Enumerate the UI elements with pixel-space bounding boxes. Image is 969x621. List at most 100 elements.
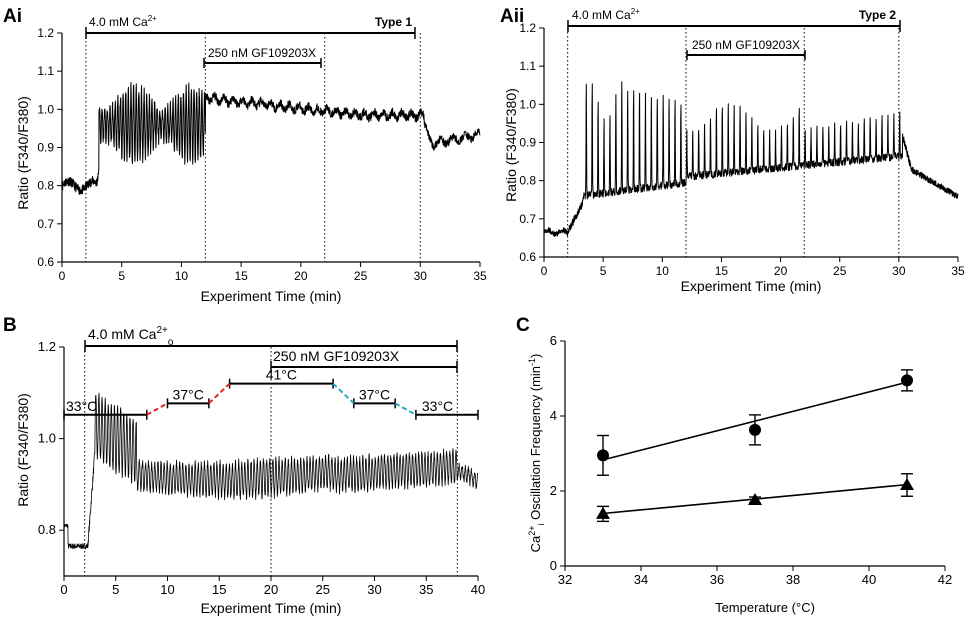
- y-tick-label: 1.0: [38, 431, 56, 446]
- x-tick-label: 35: [951, 264, 965, 278]
- y-tick-label: 1.2: [519, 21, 536, 35]
- x-tick-label: 15: [234, 269, 248, 283]
- x-tick-label: 5: [112, 582, 119, 597]
- y-tick-label: 1.2: [38, 339, 56, 354]
- b-ca-label: 4.0 mM Ca2+o: [88, 325, 174, 348]
- panel-ai: Ai Ratio (F340/F380) Experiment Time (mi…: [3, 6, 487, 304]
- x-tick-label: 30: [892, 264, 906, 278]
- c-scatter-marks: [596, 369, 914, 523]
- x-tick-label: 30: [414, 269, 428, 283]
- y-tick-label: 1.1: [519, 59, 536, 73]
- circle-point: [597, 449, 609, 462]
- c-x-ticks: 32 34 36 38 40 42: [558, 566, 952, 587]
- x-tick-label: 35: [419, 582, 433, 597]
- c-x-axis-label: Temperature (°C): [715, 600, 815, 615]
- aii-gf-bar: 250 nM GF109203X: [686, 38, 806, 60]
- aii-ca-bar: 4.0 mM Ca2+ Type 2: [567, 7, 901, 32]
- x-tick-label: 20: [264, 582, 278, 597]
- ai-x-axis-label: Experiment Time (min): [201, 288, 342, 304]
- y-tick-label: 0: [550, 558, 557, 573]
- ai-y-ticks: 0.6 0.7 0.8 0.9 1.0 1.1 1.2: [37, 26, 62, 269]
- x-tick-label: 25: [354, 269, 368, 283]
- x-tick-label: 42: [938, 572, 952, 587]
- y-tick-label: 1.0: [519, 97, 536, 111]
- b-gf-label: 250 nM GF109203X: [273, 348, 400, 364]
- y-tick-label: 1.2: [37, 26, 54, 40]
- x-tick-label: 10: [175, 269, 189, 283]
- x-tick-label: 0: [59, 269, 66, 283]
- ai-y-axis-label: Ratio (F340/F380): [15, 96, 31, 210]
- x-tick-label: 40: [862, 572, 876, 587]
- b-x-axis-label: Experiment Time (min): [201, 600, 342, 616]
- y-tick-label: 1.1: [37, 64, 54, 78]
- ai-gf-bar: 250 nM GF109203X: [203, 46, 322, 68]
- x-tick-label: 5: [600, 264, 607, 278]
- x-tick-label: 15: [212, 582, 226, 597]
- y-tick-label: 6: [550, 333, 557, 348]
- aii-x-ticks: 0 5 10 15 20 25 30 35: [541, 257, 965, 278]
- y-tick-label: 0.9: [37, 141, 54, 155]
- c-y-axis-label: Ca2+i Oscillation Frequency (min-1): [527, 354, 546, 553]
- ai-ca-bar: 4.0 mM Ca2+ Type 1: [85, 14, 416, 39]
- x-tick-label: 30: [367, 582, 381, 597]
- x-tick-label: 35: [473, 269, 487, 283]
- y-tick-label: 1.0: [37, 102, 54, 116]
- x-tick-label: 34: [634, 572, 648, 587]
- y-tick-label: 0.6: [37, 255, 54, 269]
- x-tick-label: 10: [160, 582, 174, 597]
- x-tick-label: 10: [656, 264, 670, 278]
- temp-label: 37°C: [173, 386, 204, 402]
- temp-label: 37°C: [359, 386, 390, 402]
- temp-label: 41°C: [266, 367, 297, 383]
- circle-point: [749, 423, 761, 436]
- triangle-point: [900, 478, 914, 490]
- temp-ramp-heating: [146, 402, 168, 416]
- x-tick-label: 25: [316, 582, 330, 597]
- temp-ramp-heating: [208, 382, 231, 405]
- circle-point: [901, 374, 913, 387]
- panel-label-aii: Aii: [500, 6, 524, 27]
- y-tick-label: 0.8: [38, 522, 56, 537]
- y-tick-label: 0.8: [519, 174, 536, 188]
- aii-y-axis-label: Ratio (F340/F380): [503, 88, 519, 202]
- ai-gf-label: 250 nM GF109203X: [208, 46, 316, 60]
- x-tick-label: 15: [715, 264, 729, 278]
- aii-type-label: Type 2: [859, 8, 896, 22]
- x-tick-label: 0: [541, 264, 548, 278]
- temp-ramp-cooling: [394, 402, 417, 416]
- aii-ca-label: 4.0 mM Ca2+: [572, 7, 640, 22]
- b-y-axis-label: Ratio (F340/F380): [15, 393, 31, 507]
- panel-aii: Aii Ratio (F340/F380) Experiment Time (m…: [500, 6, 965, 294]
- c-y-ticks: 0 2 4 6: [550, 333, 565, 573]
- y-tick-label: 2: [550, 483, 557, 498]
- b-y-ticks: 0.8 1.0 1.2: [38, 339, 64, 537]
- y-tick-label: 0.8: [37, 179, 54, 193]
- x-tick-label: 32: [558, 572, 572, 587]
- x-tick-label: 36: [710, 572, 724, 587]
- x-tick-label: 0: [60, 582, 67, 597]
- x-tick-label: 38: [786, 572, 800, 587]
- temp-ramp-cooling: [332, 382, 355, 405]
- panel-label-c: C: [516, 315, 530, 336]
- x-tick-label: 20: [294, 269, 308, 283]
- b-trace-line: [63, 392, 479, 550]
- x-tick-label: 20: [774, 264, 788, 278]
- y-tick-label: 4: [550, 408, 557, 423]
- aii-y-ticks: 0.6 0.7 0.8 0.9 1.0 1.1 1.2: [519, 21, 544, 264]
- aii-x-axis-label: Experiment Time (min): [681, 278, 822, 294]
- ai-type-label: Type 1: [375, 15, 412, 29]
- b-gf-bar: 250 nM GF109203X: [270, 348, 458, 373]
- triangle-point: [596, 506, 610, 519]
- aii-trace-line: [543, 81, 959, 237]
- panel-label-ai: Ai: [3, 6, 22, 27]
- y-tick-label: 0.7: [37, 217, 54, 231]
- panel-label-b: B: [3, 315, 17, 336]
- x-tick-label: 40: [471, 582, 485, 597]
- x-tick-label: 5: [118, 269, 125, 283]
- b-temperature-bars: 33°C 37°C 41°C 37°C 33°C: [63, 367, 479, 420]
- b-ca-bar: 4.0 mM Ca2+o: [84, 325, 458, 352]
- temp-label: 33°C: [66, 398, 97, 414]
- ai-trace-line: [61, 81, 481, 195]
- aii-gf-label: 250 nM GF109203X: [692, 38, 800, 52]
